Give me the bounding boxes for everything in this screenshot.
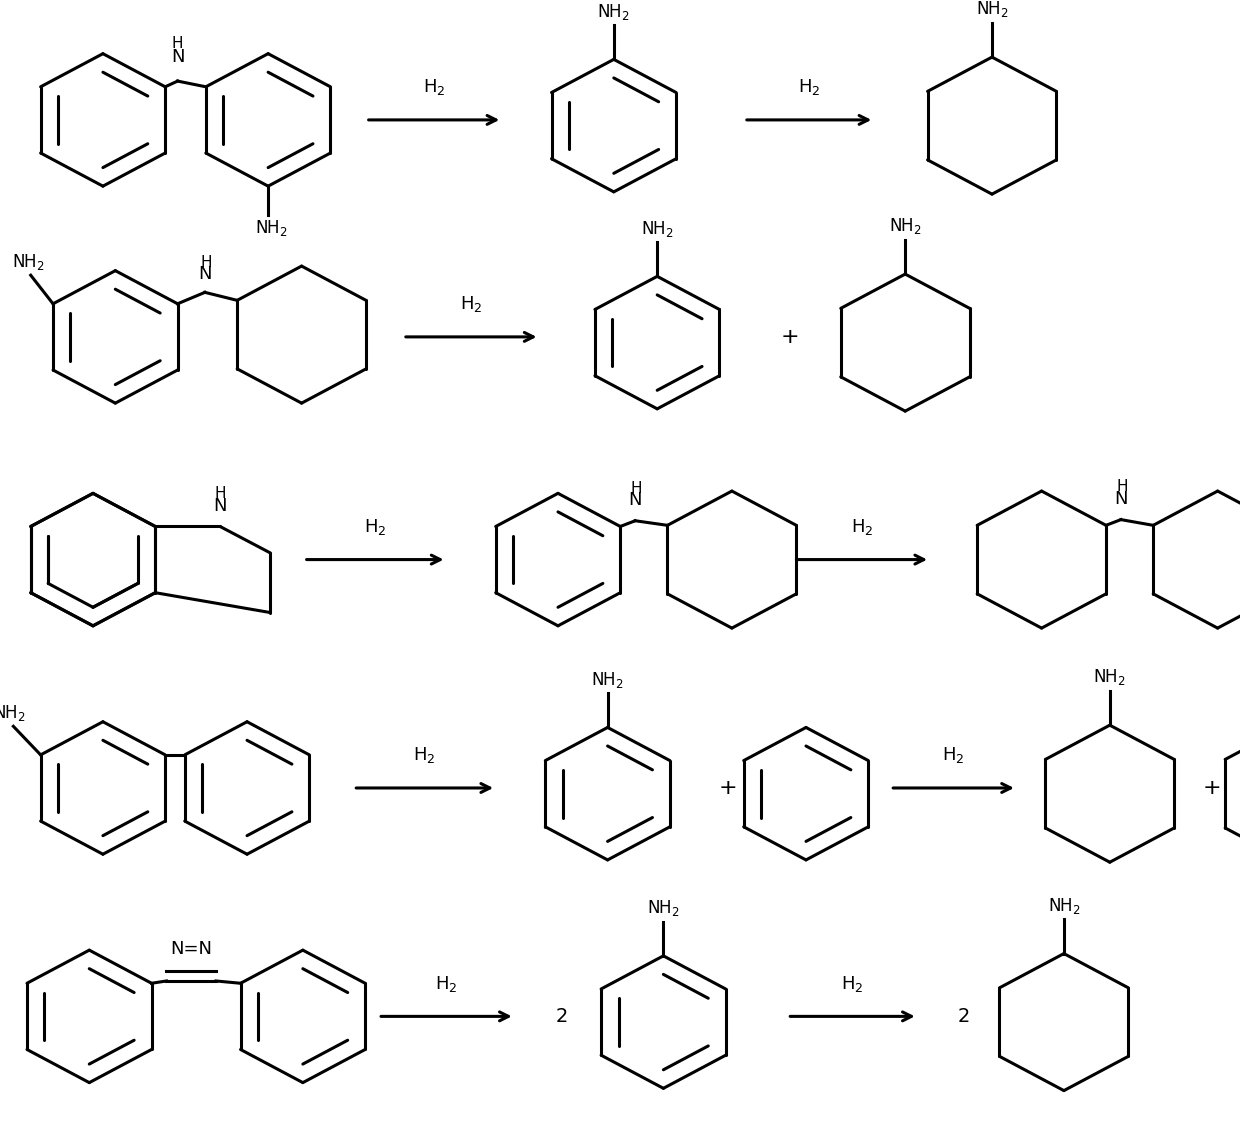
Text: H$_2$: H$_2$ [413, 745, 436, 765]
Text: 2: 2 [556, 1007, 568, 1026]
Text: +: + [1202, 778, 1221, 798]
Text: N: N [629, 491, 642, 509]
Text: N=N: N=N [170, 940, 212, 958]
Text: H$_2$: H$_2$ [460, 293, 482, 314]
Text: NH$_2$: NH$_2$ [641, 218, 673, 239]
Text: H$_2$: H$_2$ [423, 77, 445, 97]
Text: NH$_2$: NH$_2$ [889, 216, 921, 236]
Text: H: H [172, 37, 184, 51]
Text: H$_2$: H$_2$ [435, 973, 458, 994]
Text: H$_2$: H$_2$ [363, 516, 387, 537]
Text: +: + [718, 778, 738, 798]
Text: N: N [213, 497, 227, 515]
Text: H: H [215, 486, 226, 501]
Text: NH$_2$: NH$_2$ [598, 1, 630, 22]
Text: H: H [1116, 480, 1128, 494]
Text: N: N [1115, 490, 1127, 508]
Text: N: N [198, 265, 212, 283]
Text: H$_2$: H$_2$ [797, 77, 821, 97]
Text: NH$_2$: NH$_2$ [1048, 895, 1080, 916]
Text: NH$_2$: NH$_2$ [255, 218, 288, 239]
Text: H$_2$: H$_2$ [841, 973, 864, 994]
Text: 2: 2 [957, 1007, 970, 1026]
Text: NH$_2$: NH$_2$ [12, 251, 45, 272]
Text: NH$_2$: NH$_2$ [976, 0, 1008, 19]
Text: NH$_2$: NH$_2$ [0, 702, 26, 723]
Text: +: + [780, 327, 800, 347]
Text: H: H [631, 481, 642, 496]
Text: NH$_2$: NH$_2$ [1094, 667, 1126, 687]
Text: N: N [171, 48, 185, 66]
Text: H: H [201, 255, 212, 270]
Text: NH$_2$: NH$_2$ [591, 669, 624, 690]
Text: H$_2$: H$_2$ [851, 516, 873, 537]
Text: NH$_2$: NH$_2$ [647, 898, 680, 918]
Text: H$_2$: H$_2$ [942, 745, 965, 765]
